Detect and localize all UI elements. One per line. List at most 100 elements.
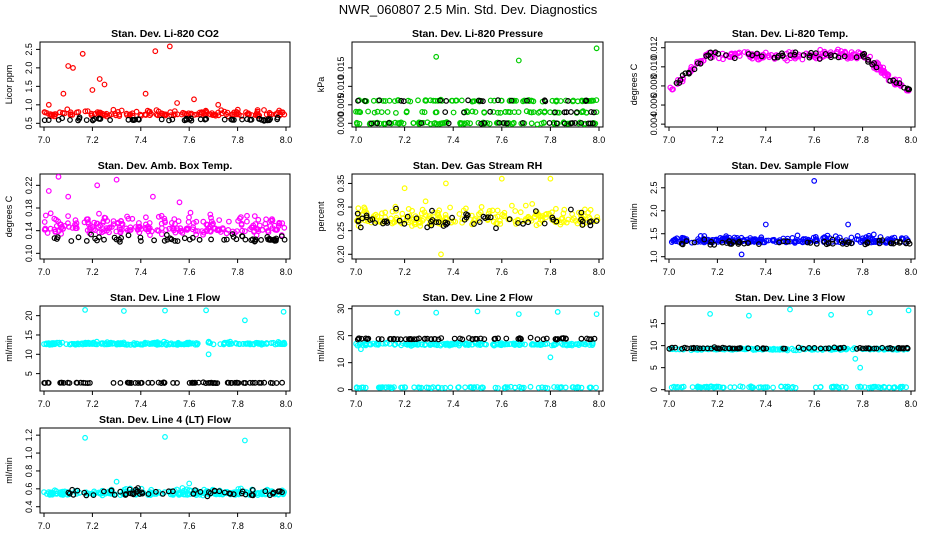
data-point	[861, 50, 868, 57]
data-point	[534, 336, 541, 343]
data-point	[224, 379, 231, 386]
y-axis-label: degrees C	[4, 195, 14, 237]
data-point	[528, 120, 535, 127]
data-point	[98, 340, 105, 347]
data-point	[101, 81, 108, 88]
data-point	[478, 120, 485, 127]
data-point	[239, 227, 246, 234]
data-point	[478, 97, 484, 104]
y-tick-label: 1.2	[24, 429, 34, 442]
data-point	[355, 205, 362, 212]
data-point	[450, 109, 457, 116]
data-point	[593, 218, 600, 224]
data-point	[421, 109, 428, 116]
data-point	[186, 380, 193, 386]
data-point	[442, 384, 449, 391]
x-tick-label: 7.4	[447, 399, 460, 409]
data-point	[55, 173, 62, 180]
data-point	[675, 384, 682, 391]
data-point	[491, 336, 498, 342]
data-point	[491, 97, 498, 104]
data-point	[481, 336, 488, 343]
data-point	[246, 491, 253, 498]
x-tick-label: 7.4	[135, 521, 148, 531]
data-point	[211, 487, 218, 494]
data-point	[106, 229, 112, 236]
data-point	[689, 239, 695, 246]
data-point	[384, 109, 391, 115]
data-point	[713, 236, 719, 243]
data-point	[200, 231, 207, 238]
data-point	[758, 53, 765, 60]
data-point	[533, 222, 540, 229]
data-point	[113, 478, 120, 485]
data-point	[456, 211, 463, 217]
data-point	[79, 50, 86, 57]
data-point	[110, 218, 117, 225]
data-point	[175, 339, 182, 346]
data-point	[236, 215, 243, 222]
data-point	[370, 97, 377, 104]
data-point	[829, 236, 836, 243]
data-point	[588, 218, 594, 225]
data-point	[502, 384, 509, 390]
data-point	[97, 116, 104, 122]
data-point	[443, 97, 450, 104]
plot-title: Stan. Dev. Line 2 Flow	[422, 292, 533, 304]
x-tick-label: 7.8	[231, 521, 244, 531]
data-point	[449, 214, 456, 221]
data-point	[100, 488, 107, 495]
data-point	[88, 231, 94, 238]
data-point	[372, 211, 379, 218]
data-point	[478, 203, 485, 210]
data-point	[64, 106, 71, 113]
data-point	[795, 344, 802, 351]
data-point	[266, 109, 273, 116]
data-point	[691, 239, 698, 246]
data-point	[529, 341, 536, 347]
data-point	[707, 55, 714, 61]
data-point	[186, 480, 193, 487]
plot-sampleflow: Stan. Dev. Sample Flow ml/min 7.0 7.2 7.4 7.6…	[629, 160, 917, 277]
y-tick-label: 2.5	[24, 43, 34, 56]
data-point	[241, 437, 248, 444]
data-point	[490, 342, 497, 349]
x-tick-label: 7.2	[86, 135, 99, 145]
data-point	[565, 97, 571, 104]
data-point	[175, 218, 182, 225]
data-point	[108, 487, 115, 494]
data-point	[494, 220, 501, 227]
data-point	[52, 228, 59, 235]
data-point	[524, 97, 530, 104]
data-point	[267, 492, 273, 499]
data-point	[375, 336, 382, 342]
data-point	[110, 380, 117, 386]
data-point	[174, 238, 181, 245]
data-point	[670, 86, 676, 93]
y-tick-label: 0.005	[336, 94, 346, 117]
data-point	[242, 236, 249, 243]
data-point	[195, 379, 202, 386]
data-point	[135, 485, 141, 491]
data-point	[73, 109, 80, 116]
data-point	[901, 84, 907, 91]
data-point	[708, 345, 715, 352]
data-point	[223, 236, 230, 243]
data-point	[841, 53, 848, 60]
data-point	[715, 383, 722, 390]
data-point	[114, 341, 121, 348]
data-point	[500, 120, 507, 126]
data-point	[357, 224, 364, 231]
data-point	[792, 238, 798, 245]
x-tick-label: 7.0	[38, 399, 51, 409]
data-point	[700, 345, 707, 352]
data-point	[442, 109, 449, 115]
data-point	[403, 108, 410, 115]
data-point	[433, 109, 440, 116]
data-point	[430, 97, 437, 104]
data-point	[806, 345, 812, 351]
data-point	[557, 221, 564, 228]
data-point	[515, 311, 522, 318]
y-tick-label: 15	[649, 319, 659, 329]
data-point	[91, 219, 98, 226]
